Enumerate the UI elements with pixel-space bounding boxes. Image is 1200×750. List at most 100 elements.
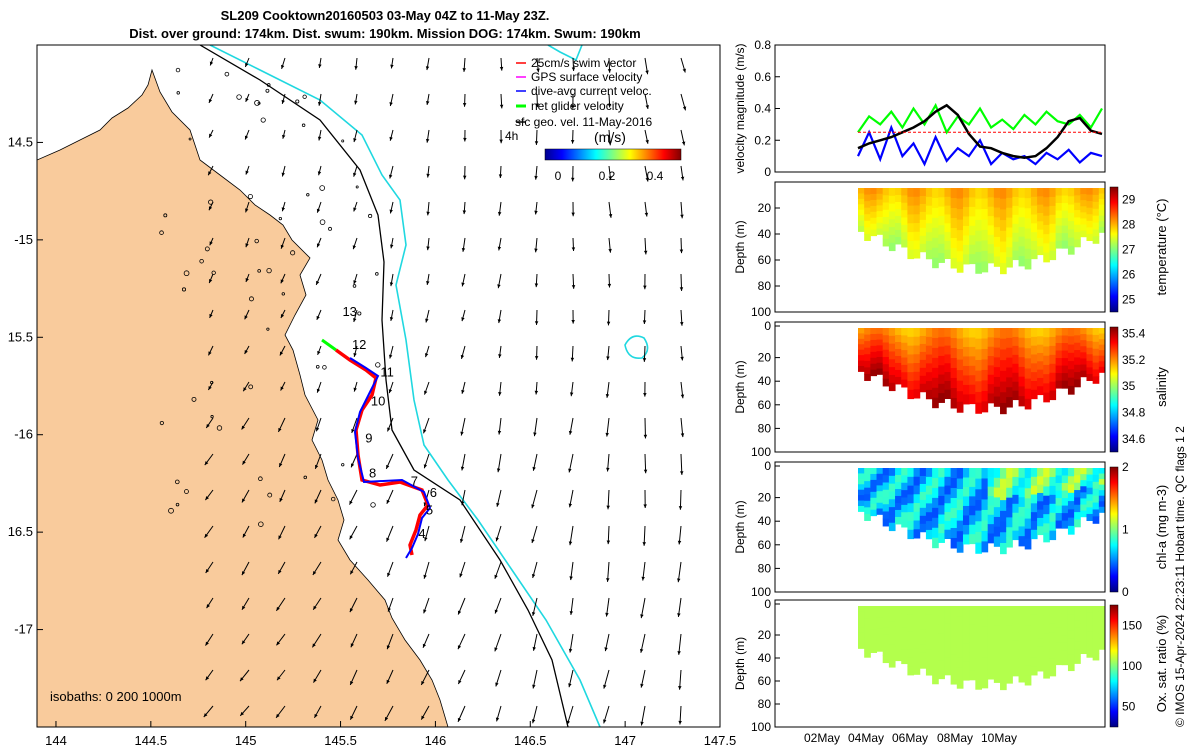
heatmap-cell <box>950 337 958 349</box>
velocity-arrow <box>640 705 646 726</box>
heatmap-cell <box>1043 215 1050 226</box>
heatmap-cell <box>1098 199 1106 206</box>
heatmap-cell <box>1086 468 1094 476</box>
velocity-arrow <box>353 129 358 143</box>
heatmap-cell <box>1018 606 1026 617</box>
heatmap-cell <box>962 375 970 386</box>
heatmap-cell <box>932 397 939 409</box>
heatmap-cell <box>944 336 952 347</box>
heatmap-cell <box>981 657 989 668</box>
heatmap-cell <box>1080 200 1087 207</box>
heatmap-cell <box>938 234 945 245</box>
heatmap-cell <box>1074 364 1081 373</box>
heatmap-cell <box>944 389 952 400</box>
heatmap-cell <box>987 393 995 404</box>
ytick-label: 60 <box>758 398 772 412</box>
heatmap-cell <box>913 485 921 495</box>
heatmap-cell <box>969 661 976 672</box>
ytick-label: 20 <box>758 351 772 365</box>
heatmap-cell <box>993 246 1001 258</box>
velocity-arrow <box>245 273 250 283</box>
heatmap-cell <box>870 211 878 219</box>
heatmap-cell <box>1086 612 1094 620</box>
heatmap-cell <box>901 634 908 643</box>
heatmap-cell <box>981 636 989 648</box>
velocity-arrow <box>498 345 502 358</box>
heatmap-cell <box>1049 381 1057 392</box>
heatmap-cell <box>981 250 989 262</box>
velocity-arrow <box>678 489 683 510</box>
heatmap-cell <box>1043 660 1050 670</box>
heatmap-cell <box>1092 619 1100 627</box>
heatmap-cell <box>882 496 890 505</box>
heatmap-cell <box>888 343 896 352</box>
colorbar-tick: 35.4 <box>1122 327 1146 341</box>
velocity-arrow <box>499 93 504 109</box>
heatmap-cell <box>969 515 976 526</box>
heatmap-cell <box>895 509 902 518</box>
heatmap-cell <box>981 219 989 231</box>
heatmap-cell <box>1098 490 1106 497</box>
colorbar <box>1109 186 1119 313</box>
velocity-arrow <box>424 381 430 395</box>
heatmap-cell <box>1067 517 1075 527</box>
heatmap-cell <box>1012 503 1020 514</box>
heatmap-cell <box>938 669 945 680</box>
heatmap-cell <box>1030 468 1038 478</box>
heatmap-cell <box>1061 657 1069 666</box>
colorbar <box>1109 326 1119 453</box>
heatmap-cell <box>1080 352 1087 359</box>
heatmap-cell <box>1037 336 1044 346</box>
heatmap-cell <box>1012 196 1020 207</box>
reef-outline <box>175 502 180 507</box>
heatmap-cell <box>1049 485 1057 496</box>
heatmap-cell <box>1043 374 1050 384</box>
heatmap-cell <box>1092 653 1100 661</box>
map-xtick-label: 146 <box>425 733 447 748</box>
heatmap-cell <box>969 468 976 478</box>
velocity-arrow <box>606 489 610 510</box>
heatmap-cell <box>969 356 976 367</box>
heatmap-cell <box>1080 623 1087 631</box>
heatmap-cell <box>962 486 970 497</box>
heatmap-cell <box>1098 350 1106 357</box>
heatmap-cell <box>907 240 915 251</box>
heatmap-cell <box>907 512 915 522</box>
heatmap-cell <box>907 205 915 215</box>
heatmap-cell <box>1086 494 1094 502</box>
heatmap-cell <box>858 616 865 623</box>
velocity-arrow <box>495 525 502 542</box>
heatmap-cell <box>993 663 1001 674</box>
reef-outline <box>191 396 197 402</box>
heatmap-cell <box>1067 204 1075 214</box>
heatmap-cell <box>1006 387 1013 398</box>
heatmap-cell <box>1098 479 1106 486</box>
velocity-arrow <box>317 165 322 176</box>
heatmap-cell <box>1043 606 1050 616</box>
heatmap-cell <box>925 223 933 233</box>
velocity-arrow <box>277 561 286 575</box>
heatmap-cell <box>1067 328 1075 337</box>
velocity-arrow <box>570 129 575 144</box>
reef-outline <box>355 185 359 189</box>
heatmap-cell <box>1037 484 1044 494</box>
heatmap-cell <box>1098 622 1106 629</box>
heatmap-cell <box>944 240 952 251</box>
heatmap-cell <box>882 195 890 203</box>
heatmap-cell <box>1030 223 1038 233</box>
heatmap-cell <box>876 502 884 510</box>
heatmap-cell <box>888 483 896 492</box>
heatmap-cell <box>1098 506 1106 513</box>
heatmap-cell <box>1055 483 1063 492</box>
velocity-arrow <box>680 93 687 111</box>
heatmap-cell <box>1061 343 1069 352</box>
heatmap-cell <box>913 606 921 616</box>
heatmap-cell <box>1024 388 1032 400</box>
heatmap-cell <box>1049 640 1057 651</box>
xtick-label: 04May <box>848 731 884 745</box>
heatmap-cell <box>876 473 884 481</box>
heatmap-cell <box>876 339 884 346</box>
heatmap-cell <box>1000 542 1007 555</box>
heatmap-cell <box>913 249 921 259</box>
